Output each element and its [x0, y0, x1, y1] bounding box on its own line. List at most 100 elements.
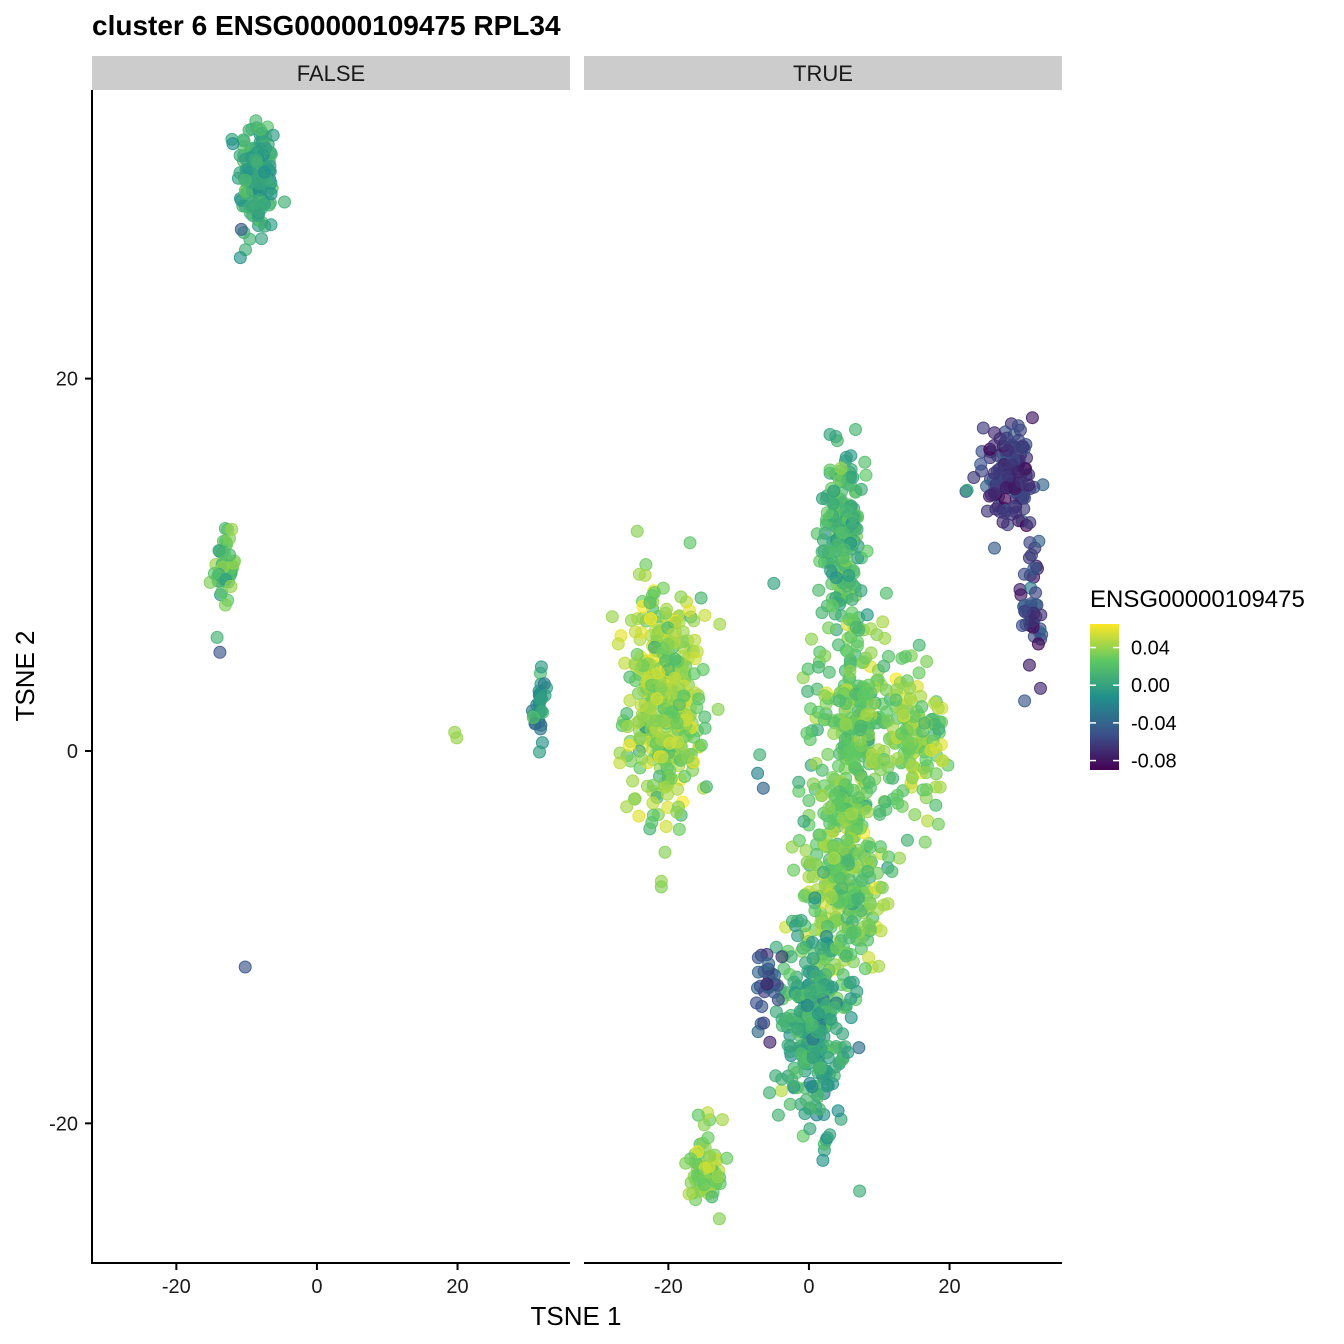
scatter-point	[771, 1108, 785, 1122]
scatter-point	[818, 689, 832, 703]
scatter-point	[935, 754, 949, 768]
scatter-point	[875, 881, 889, 895]
scatter-point	[661, 787, 674, 801]
scatter-point	[843, 664, 857, 678]
scatter-point	[811, 705, 825, 719]
scatter-point	[842, 569, 856, 582]
scatter-point	[796, 941, 810, 955]
scatter-point	[797, 814, 811, 828]
x-tick-label: 0	[803, 1276, 814, 1298]
legend-title: ENSG00000109475	[1090, 586, 1305, 613]
scatter-point	[896, 706, 910, 720]
scatter-point	[769, 1005, 783, 1019]
scatter-point	[853, 723, 867, 737]
scatter-point	[703, 1149, 717, 1163]
scatter-point	[812, 583, 826, 597]
scatter-point	[697, 1118, 711, 1132]
scatter-point	[912, 666, 926, 680]
chart-title: cluster 6 ENSG00000109475 RPL34	[92, 10, 561, 41]
scatter-point	[974, 457, 988, 471]
scatter-point	[649, 714, 663, 728]
scatter-point	[823, 816, 837, 830]
y-tick-label: -20	[49, 1113, 78, 1135]
scatter-point	[691, 1108, 705, 1122]
scatter-point	[785, 1073, 799, 1087]
scatter-point	[833, 871, 847, 885]
scatter-point	[870, 753, 884, 767]
scatter-point	[792, 775, 806, 789]
scatter-point	[826, 497, 840, 511]
scatter-point	[646, 796, 660, 810]
legend-ticks: 0.04 0.00 -0.04 -0.08	[1090, 638, 1177, 773]
scatter-point	[908, 808, 922, 822]
scatter-point	[806, 952, 820, 966]
scatter-point	[698, 721, 712, 735]
x-tick-label: 20	[446, 1276, 468, 1298]
scatter-point	[1032, 534, 1046, 548]
scatter-point	[822, 963, 836, 977]
scatter-point	[720, 1151, 734, 1165]
scatter-point	[832, 759, 845, 773]
scatter-point	[652, 666, 666, 680]
scatter-point	[692, 692, 706, 706]
scatter-point	[878, 631, 892, 645]
scatter-point	[783, 1097, 797, 1111]
scatter-point	[815, 788, 829, 802]
scatter-point	[212, 544, 226, 557]
scatter-point	[785, 840, 799, 854]
scatter-point	[624, 613, 638, 627]
scatter-point	[234, 222, 248, 236]
scatter-point	[827, 716, 841, 730]
scatter-point	[534, 660, 548, 674]
scatter-point	[823, 428, 837, 441]
strip-false	[92, 56, 570, 90]
scatter-point	[798, 1107, 812, 1121]
scatter-point	[672, 822, 686, 836]
scatter-point	[920, 783, 934, 797]
scatter-point	[803, 985, 817, 999]
scatter-point	[809, 969, 823, 983]
scatter-point	[827, 727, 841, 740]
scatter-point	[915, 700, 929, 714]
scatter-point	[1016, 440, 1030, 454]
scatter-point	[794, 914, 808, 927]
scatter-point	[537, 677, 551, 691]
scatter-point	[845, 807, 858, 821]
scatter-point	[864, 622, 878, 636]
scatter-point	[886, 771, 900, 785]
scatter-point	[658, 845, 672, 859]
scatter-point	[632, 809, 646, 823]
scatter-point	[858, 962, 872, 976]
legend-tick-label: -0.08	[1131, 751, 1177, 773]
scatter-point	[830, 941, 844, 955]
scatter-point	[249, 154, 263, 168]
scatter-point	[697, 1178, 711, 1192]
scatter-point	[920, 655, 934, 668]
scatter-point	[827, 1001, 841, 1015]
scatter-point	[825, 599, 839, 613]
scatter-point	[841, 645, 855, 659]
scatter-point	[1018, 491, 1031, 505]
scatter-point	[882, 850, 896, 864]
scatter-point	[822, 621, 836, 635]
scatter-point	[849, 620, 863, 634]
scatter-point	[668, 671, 682, 685]
scatter-point	[699, 780, 713, 794]
scatter-point	[873, 807, 887, 821]
scatter-point	[928, 717, 942, 731]
scatter-point	[839, 717, 853, 731]
scatter-point	[808, 891, 822, 905]
scatter-point	[903, 681, 917, 695]
x-tick-label: -20	[162, 1276, 191, 1298]
scatter-point	[829, 571, 843, 585]
scatter-point	[885, 865, 899, 878]
y-tick-label: 20	[56, 369, 78, 391]
scatter-point	[822, 801, 836, 815]
scatter-point	[861, 865, 875, 878]
scatter-point	[646, 778, 660, 792]
scatter-point	[862, 775, 876, 789]
scatter-point	[893, 851, 906, 865]
scatter-point	[832, 638, 845, 652]
x-axis-title: TSNE 1	[530, 1301, 621, 1331]
scatter-point	[850, 639, 864, 653]
